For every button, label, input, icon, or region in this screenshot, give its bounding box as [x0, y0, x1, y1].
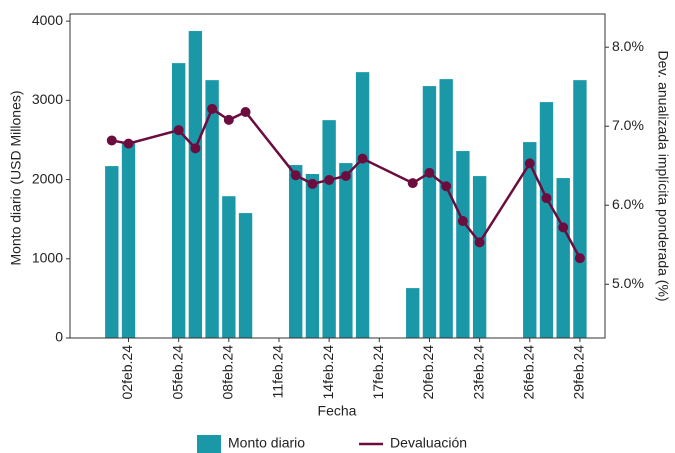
line-point	[474, 237, 485, 248]
line-point	[457, 216, 468, 227]
line-point	[324, 174, 335, 185]
line-point	[290, 170, 301, 181]
line-point	[123, 138, 134, 149]
bar	[355, 72, 370, 338]
line-point	[173, 125, 184, 136]
line-point	[357, 153, 368, 164]
bar	[406, 288, 420, 338]
bar	[121, 143, 136, 338]
bar	[422, 86, 437, 339]
line-point	[441, 181, 452, 192]
bar	[573, 80, 587, 338]
bar	[305, 174, 320, 338]
line-point	[424, 167, 435, 178]
legend-label: Monto diario	[228, 435, 305, 451]
line-point	[558, 222, 569, 233]
bar	[171, 63, 186, 338]
x-tick-label: 23feb.24	[470, 345, 486, 400]
x-tick-label: 11feb.24	[270, 345, 286, 399]
bar	[205, 80, 219, 338]
line-point	[223, 114, 234, 125]
bar	[188, 31, 203, 338]
y2-tick-label: 7.0%	[612, 117, 644, 133]
y-axis-label: Monto diario (USD Millones)	[8, 90, 24, 265]
y-tick-label: 2000	[32, 170, 63, 186]
line-point	[106, 135, 117, 146]
x-axis-label: Fecha	[318, 403, 357, 419]
x-tick-label: 08feb.24	[220, 345, 236, 400]
bar	[539, 102, 554, 339]
x-tick-label: 17feb.24	[370, 345, 386, 400]
plot-area	[70, 14, 605, 338]
line-point	[541, 193, 552, 204]
y2-tick-label: 8.0%	[612, 38, 644, 54]
bar	[105, 166, 119, 338]
line-point	[307, 178, 318, 189]
y2-tick-label: 5.0%	[612, 275, 644, 291]
bar	[523, 142, 537, 338]
y-tick-label: 0	[55, 329, 63, 345]
legend-swatch	[197, 435, 221, 453]
bar	[238, 213, 253, 338]
x-tick-label: 05feb.24	[169, 345, 185, 400]
bar	[456, 151, 470, 338]
x-tick-label: 02feb.24	[119, 345, 135, 400]
bar	[289, 165, 303, 338]
bar	[439, 79, 453, 338]
bar	[222, 196, 236, 338]
line-point	[240, 106, 251, 117]
line-point	[524, 158, 535, 169]
plot-border	[69, 13, 606, 339]
line-point	[207, 103, 218, 114]
x-tick-label: 26feb.24	[520, 345, 536, 400]
x-tick-label: 20feb.24	[420, 345, 436, 400]
x-tick-label: 29feb.24	[571, 345, 587, 400]
y-tick-label: 3000	[32, 91, 63, 107]
bar	[556, 178, 570, 338]
bar	[472, 176, 487, 338]
y-tick-label: 4000	[32, 12, 63, 28]
line-point	[407, 178, 418, 189]
y2-tick-label: 6.0%	[612, 196, 644, 212]
y-tick-label: 1000	[32, 249, 63, 265]
line-point	[340, 171, 351, 181]
bar	[322, 120, 336, 339]
x-tick-label: 14feb.24	[320, 345, 336, 400]
line-point	[190, 143, 201, 154]
bar	[339, 163, 353, 338]
line-point	[574, 253, 585, 264]
y2-axis-label: Dev. anualizada implícita ponderada (%)	[655, 50, 671, 301]
legend-label: Devaluación	[390, 435, 467, 451]
